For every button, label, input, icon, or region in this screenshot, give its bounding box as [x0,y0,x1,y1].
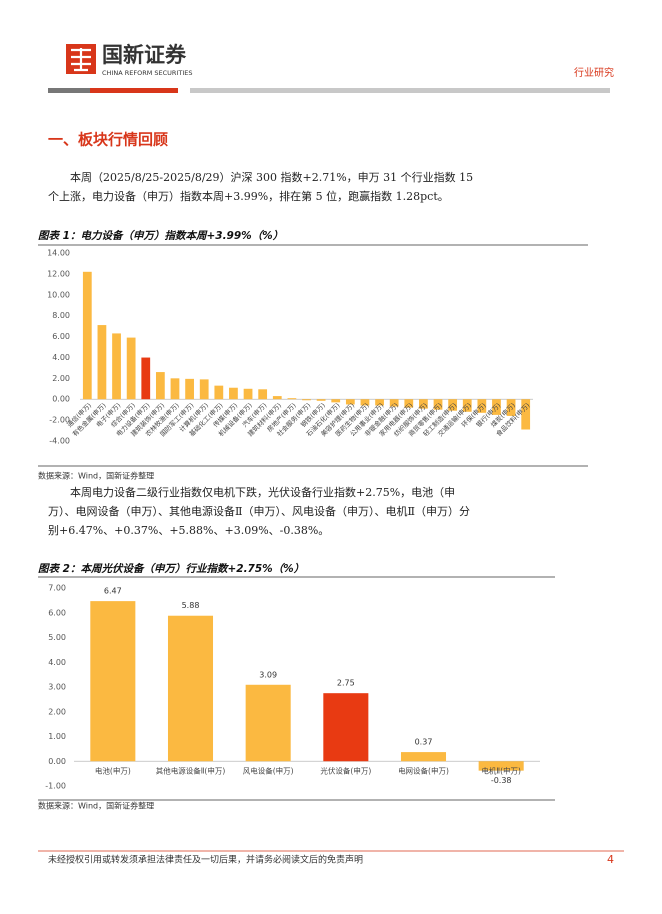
bar [97,325,107,400]
y-tick-label: 5.00 [48,633,66,642]
bar [360,399,370,406]
bar [323,693,369,762]
y-tick-label: 12.00 [47,269,70,278]
y-tick-label: 0.00 [48,757,66,766]
bar [272,396,282,400]
x-tick-label: 其他电源设备Ⅱ(申万) [156,765,226,775]
y-tick-label: -4.00 [49,437,70,446]
section-title: 一、板块行情回顾 [48,131,168,149]
bar [492,399,501,415]
x-tick-label: 光伏设备(申万) [320,765,371,775]
paragraph: 本周电力设备二级行业指数仅电机下跌，光伏设备行业指数+2.75%，电池（申万）、… [48,486,470,537]
disclaimer: 未经授权引用或转发须承担法律责任及一切后果，并请务必阅读文后的免责声明 [48,854,363,866]
y-tick-label: 6.00 [48,608,66,617]
y-tick-label: -1.00 [45,782,66,791]
bar [478,761,524,771]
bar [419,399,428,409]
y-tick-label: -2.00 [49,416,70,425]
value-label: 2.75 [337,679,355,688]
bar [155,372,165,400]
y-tick-label: 4.00 [48,658,66,667]
paragraph: 本周（2025/8/25-2025/8/29）沪深 300 指数+2.71%，申… [48,171,474,203]
figure-title: 图表 1：电力设备（申万）指数本周+3.99%（%） [38,229,283,242]
bar [258,389,268,400]
bar [199,379,209,400]
y-tick-label: 0.00 [52,395,70,404]
bar [433,399,443,410]
x-tick-label: 电机Ⅱ(申万) [481,765,521,775]
value-label: 0.37 [415,738,433,747]
bar [404,399,414,408]
bar [448,399,458,411]
y-tick-label: 1.00 [48,732,66,741]
bar [214,385,224,400]
bar [389,399,399,407]
bar [167,615,214,762]
page-number: 4 [607,853,614,866]
x-tick-label: 电网设备(申万) [398,765,449,775]
bar [141,357,151,400]
figure-source: 数据来源：Wind，国新证券整理 [38,801,154,811]
figure-title: 图表 2：本周光伏设备（申万）行业指数+2.75%（%） [38,562,304,575]
bar [506,399,516,416]
bar [245,684,291,762]
bar [345,399,355,405]
value-label: 5.88 [182,601,200,610]
y-tick-label: 10.00 [47,290,70,299]
bar [477,399,487,413]
y-tick-label: 3.00 [48,683,66,692]
bar [287,398,297,400]
y-tick-label: 14.00 [47,249,70,258]
bar [331,399,341,403]
bar [112,333,121,400]
bar [170,378,180,400]
y-tick-label: 2.00 [52,374,70,383]
y-tick-label: 6.00 [52,332,70,341]
bar [229,387,238,400]
value-label: -0.38 [491,776,512,785]
value-label: 6.47 [104,587,122,596]
bar [82,271,92,400]
bar [185,378,194,400]
bar [375,399,384,406]
bar [90,601,136,762]
bar [126,337,136,400]
bar [462,399,472,412]
x-tick-label: 电池(申万) [95,765,131,775]
bar [243,388,253,400]
logo-glyph [71,48,91,72]
value-label: 3.09 [259,670,277,679]
header-bar [190,88,610,93]
bar [302,399,311,401]
x-tick-label: 风电设备(申万) [243,765,294,775]
figure-source: 数据来源：Wind，国新证券整理 [38,471,154,481]
y-tick-label: 7.00 [48,584,66,593]
brand: 国新证券 [102,43,187,67]
y-tick-label: 2.00 [48,707,66,716]
header-bar [90,88,178,93]
bar [400,752,447,762]
header-bar [48,88,90,93]
bar [521,399,531,430]
report-category: 行业研究 [574,66,614,79]
y-tick-label: 4.00 [52,353,70,362]
brand-en: CHINA REFORM SECURITIES [102,69,192,77]
y-tick-label: 8.00 [52,311,70,320]
bar [316,399,326,401]
